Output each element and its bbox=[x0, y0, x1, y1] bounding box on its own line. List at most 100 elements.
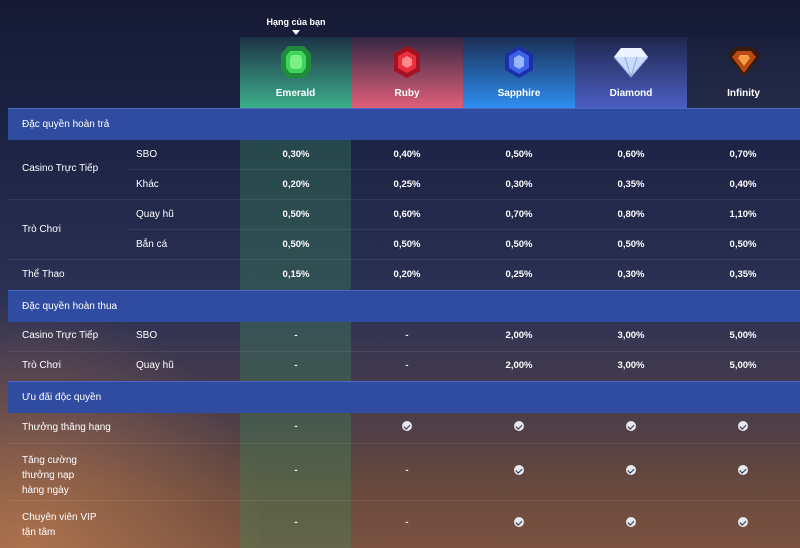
tier-name: Sapphire bbox=[497, 88, 541, 99]
value-cell: 0,60% bbox=[393, 209, 421, 220]
section-title: Ưu đãi độc quyền bbox=[22, 392, 102, 403]
section-header-lossback: Đặc quyền hoàn thua bbox=[8, 290, 800, 322]
row-divider bbox=[8, 199, 800, 200]
value-cell: 0,20% bbox=[282, 179, 310, 190]
value-cell: 0,70% bbox=[505, 209, 533, 220]
tier-infinity[interactable]: Infinity bbox=[687, 37, 800, 108]
value-cell: 0,40% bbox=[729, 179, 757, 190]
check-icon bbox=[351, 421, 463, 434]
background-glow bbox=[0, 288, 260, 548]
check-circle-icon bbox=[514, 517, 524, 527]
emerald-column-highlight bbox=[240, 321, 351, 381]
your-rank-indicator: Hạng của bạn bbox=[258, 17, 334, 35]
value-cell: - bbox=[405, 360, 409, 371]
row-label-line: Chuyên viên VIP bbox=[22, 512, 97, 523]
your-rank-label: Hạng của bạn bbox=[266, 17, 326, 27]
value-cell: 2,00% bbox=[505, 360, 533, 371]
value-cell: 0,70% bbox=[729, 149, 757, 160]
value-cell: 0,40% bbox=[393, 149, 421, 160]
value-cell: - bbox=[294, 465, 298, 476]
row-divider bbox=[8, 351, 800, 352]
check-icon bbox=[575, 421, 687, 434]
tier-diamond[interactable]: Diamond bbox=[575, 37, 687, 108]
row-sub-label: Khác bbox=[136, 179, 159, 190]
value-cell: 0,50% bbox=[393, 239, 421, 250]
value-cell: 5,00% bbox=[729, 330, 757, 341]
emerald-column-highlight bbox=[240, 412, 351, 548]
row-sub-label: Bắn cá bbox=[136, 239, 168, 250]
check-circle-icon bbox=[738, 465, 748, 475]
value-cell: 3,00% bbox=[617, 360, 645, 371]
row-label-line: thưởng nạp bbox=[22, 470, 75, 481]
value-cell: 2,00% bbox=[505, 330, 533, 341]
emerald-column-highlight bbox=[240, 139, 351, 290]
check-icon bbox=[687, 421, 799, 434]
value-cell: 0,25% bbox=[505, 269, 533, 280]
row-group-label: Trò Chơi bbox=[22, 360, 61, 371]
value-cell: 0,50% bbox=[729, 239, 757, 250]
tier-name: Diamond bbox=[609, 88, 653, 99]
check-circle-icon bbox=[514, 465, 524, 475]
row-label-line: Tăng cường bbox=[22, 455, 77, 466]
tier-name: Ruby bbox=[394, 88, 420, 99]
tier-name: Emerald bbox=[275, 88, 316, 99]
section-header-rebate: Đặc quyền hoàn trả bbox=[8, 108, 800, 140]
row-sub-label: SBO bbox=[136, 330, 158, 341]
check-circle-icon bbox=[626, 465, 636, 475]
value-cell: 0,20% bbox=[393, 269, 421, 280]
row-group-label: Casino Trực Tiếp bbox=[22, 163, 99, 174]
value-cell: - bbox=[294, 517, 298, 528]
value-cell: - bbox=[294, 421, 298, 432]
infinity-gem-icon bbox=[725, 43, 763, 81]
value-cell: 0,50% bbox=[617, 239, 645, 250]
value-cell: 0,30% bbox=[505, 179, 533, 190]
value-cell: 0,50% bbox=[282, 209, 310, 220]
row-divider bbox=[128, 229, 800, 230]
tier-ruby[interactable]: Ruby bbox=[351, 37, 463, 108]
value-cell: 0,30% bbox=[282, 149, 310, 160]
value-cell: - bbox=[405, 465, 409, 476]
check-icon bbox=[575, 465, 687, 478]
value-cell: 1,10% bbox=[729, 209, 757, 220]
check-circle-icon bbox=[738, 517, 748, 527]
value-cell: 0,15% bbox=[282, 269, 310, 280]
value-cell: 0,50% bbox=[505, 149, 533, 160]
row-divider bbox=[8, 259, 800, 260]
row-label-multiline: Tăng cường thưởng nạp hàng ngày bbox=[22, 453, 77, 498]
row-label-line: tận tâm bbox=[22, 527, 56, 538]
value-cell: 0,80% bbox=[617, 209, 645, 220]
tier-name: Infinity bbox=[727, 88, 760, 99]
tier-emerald[interactable]: Emerald bbox=[240, 37, 351, 108]
row-label-multiline: Chuyên viên VIP tận tâm bbox=[22, 510, 97, 540]
row-sub-label: SBO bbox=[136, 149, 158, 160]
value-cell: - bbox=[294, 360, 298, 371]
row-divider bbox=[128, 169, 800, 170]
value-cell: 0,50% bbox=[282, 239, 310, 250]
diamond-gem-icon bbox=[612, 43, 650, 81]
check-icon bbox=[687, 517, 799, 530]
value-cell: 0,60% bbox=[617, 149, 645, 160]
section-header-exclusive: Ưu đãi độc quyền bbox=[8, 381, 800, 413]
row-divider bbox=[8, 443, 800, 444]
value-cell: 0,30% bbox=[617, 269, 645, 280]
row-label-line: hàng ngày bbox=[22, 485, 69, 496]
down-arrow-icon bbox=[292, 30, 300, 35]
row-sub-label: Quay hũ bbox=[136, 209, 174, 220]
value-cell: 0,25% bbox=[393, 179, 421, 190]
check-circle-icon bbox=[514, 421, 524, 431]
value-cell: - bbox=[405, 517, 409, 528]
check-icon bbox=[687, 465, 799, 478]
check-icon bbox=[463, 465, 575, 478]
row-divider bbox=[8, 500, 800, 501]
row-sub-label: Quay hũ bbox=[136, 360, 174, 371]
value-cell: 0,50% bbox=[505, 239, 533, 250]
check-circle-icon bbox=[738, 421, 748, 431]
check-circle-icon bbox=[626, 421, 636, 431]
value-cell: 0,35% bbox=[617, 179, 645, 190]
tier-sapphire[interactable]: Sapphire bbox=[463, 37, 575, 108]
row-group-label: Casino Trực Tiếp bbox=[22, 330, 99, 341]
value-cell: 3,00% bbox=[617, 330, 645, 341]
value-cell: 0,35% bbox=[729, 269, 757, 280]
check-circle-icon bbox=[626, 517, 636, 527]
check-icon bbox=[463, 421, 575, 434]
